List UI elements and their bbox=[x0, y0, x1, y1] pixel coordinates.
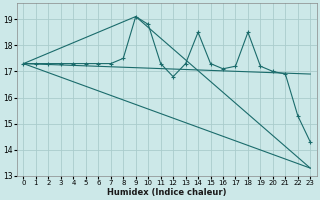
X-axis label: Humidex (Indice chaleur): Humidex (Indice chaleur) bbox=[107, 188, 227, 197]
